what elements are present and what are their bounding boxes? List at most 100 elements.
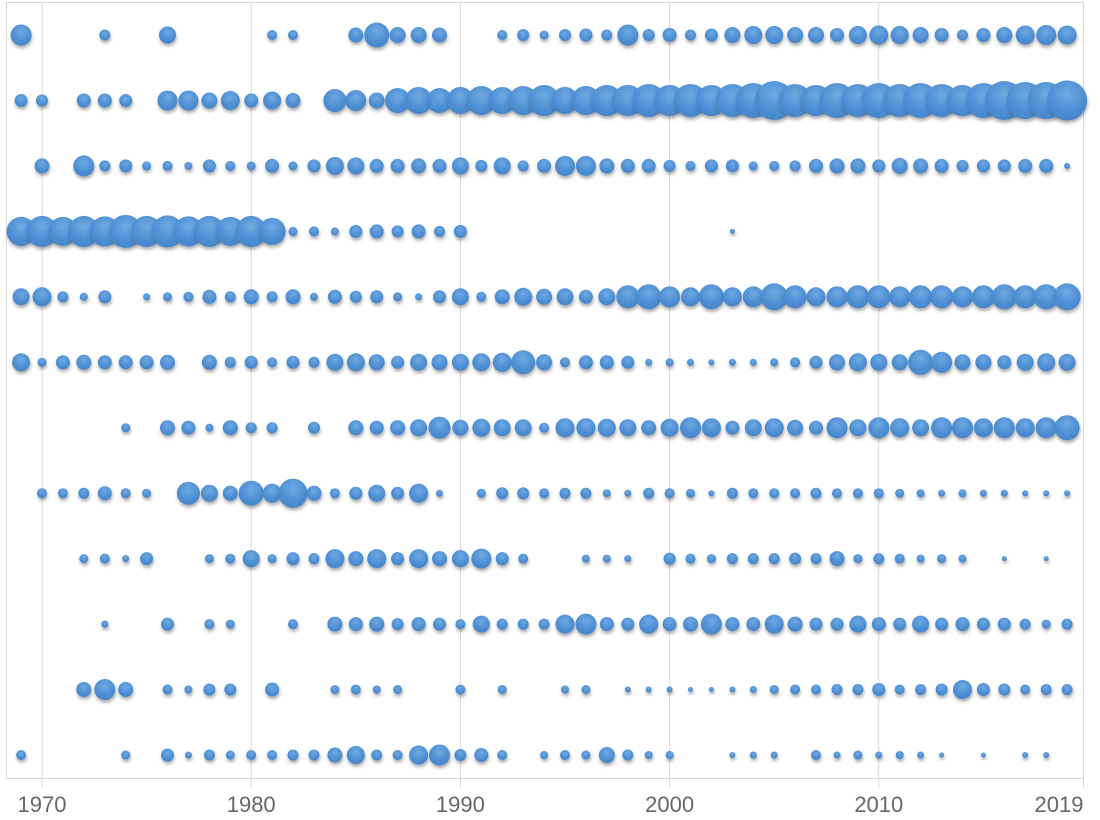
bubble [639,614,659,634]
bubble [559,487,571,499]
bubble [330,685,340,694]
bubble [665,358,674,367]
bubble [725,420,740,435]
bubble [225,553,236,564]
bubble-row-6 [12,349,1076,375]
bubble [849,615,867,633]
bubble [976,617,990,631]
bubble [749,686,757,693]
bubble [242,550,260,568]
bubble [848,26,867,44]
bubble [474,748,489,762]
bubble [246,161,256,171]
bubble [1043,490,1050,497]
x-tick-label: 1970 [18,792,67,817]
bubble [538,618,550,630]
bubble [599,617,614,632]
bubble [497,30,508,40]
bubble [224,356,236,368]
x-tick-label: 2000 [645,792,694,817]
bubble [371,749,383,761]
bubble [12,288,30,306]
bubble [415,293,423,301]
bubble [555,155,575,176]
bubble [79,554,89,564]
bubble [97,486,112,501]
bubble [575,155,596,176]
bubble [852,684,864,695]
bubble [1064,162,1071,169]
bubble [10,24,32,46]
bubble [368,92,385,109]
bubble [325,549,345,569]
bubble [621,617,635,631]
bubble [1022,752,1029,758]
bubble [286,355,300,369]
bubble [349,290,362,303]
bubble [853,554,863,564]
bubble [890,26,909,44]
bubble [97,355,112,370]
bubble [306,485,322,501]
bubble [34,158,50,174]
bubble [1061,618,1073,630]
bubble [278,478,308,508]
bubble [244,355,258,369]
bubble [55,355,70,370]
bubble [265,158,280,173]
bubble [893,617,907,631]
bubble [496,618,508,630]
bubble [346,746,365,764]
bubble [746,617,761,632]
gridlines [41,2,1084,788]
bubble [348,420,364,436]
bubble-row-2 [14,80,1088,121]
bubble [722,287,742,307]
bubble [411,158,427,174]
bubble [514,419,532,437]
bubble [436,489,443,497]
bubble [1015,25,1035,45]
bubble-row-4 [6,214,735,248]
bubble [909,285,933,309]
bubble [492,352,512,372]
bubble-row-3 [34,155,1071,177]
bubble [869,25,889,45]
bubble [99,29,111,41]
bubble [830,617,844,631]
bubble [392,750,403,760]
bubble [809,617,823,631]
bubble [666,686,673,693]
bubble [748,161,758,171]
bubble [57,488,68,499]
bubble [73,155,95,177]
bubble [726,553,738,565]
bubble [329,488,340,499]
bubble [578,355,593,370]
bubble [787,616,803,632]
bubble [598,747,615,763]
bubble [310,292,318,301]
bubble [725,159,739,173]
bubble [391,225,404,238]
bubble [433,290,446,304]
bubble [151,215,184,248]
bubble [455,619,466,630]
x-tick-label: 2010 [854,792,903,817]
bubble [1053,283,1081,311]
bubble [288,30,298,40]
bubble [912,615,930,633]
bubble [475,159,488,172]
bubble [348,27,364,43]
bubble [708,490,715,497]
bubble [976,683,990,696]
bubble [622,749,634,761]
bubble [956,159,969,172]
bubble-row-11 [76,679,1073,700]
bubble [912,419,930,437]
x-tick-label: 2019 [1035,792,1084,817]
bubble [726,487,738,499]
bubble [452,419,469,436]
bubble [551,87,579,114]
